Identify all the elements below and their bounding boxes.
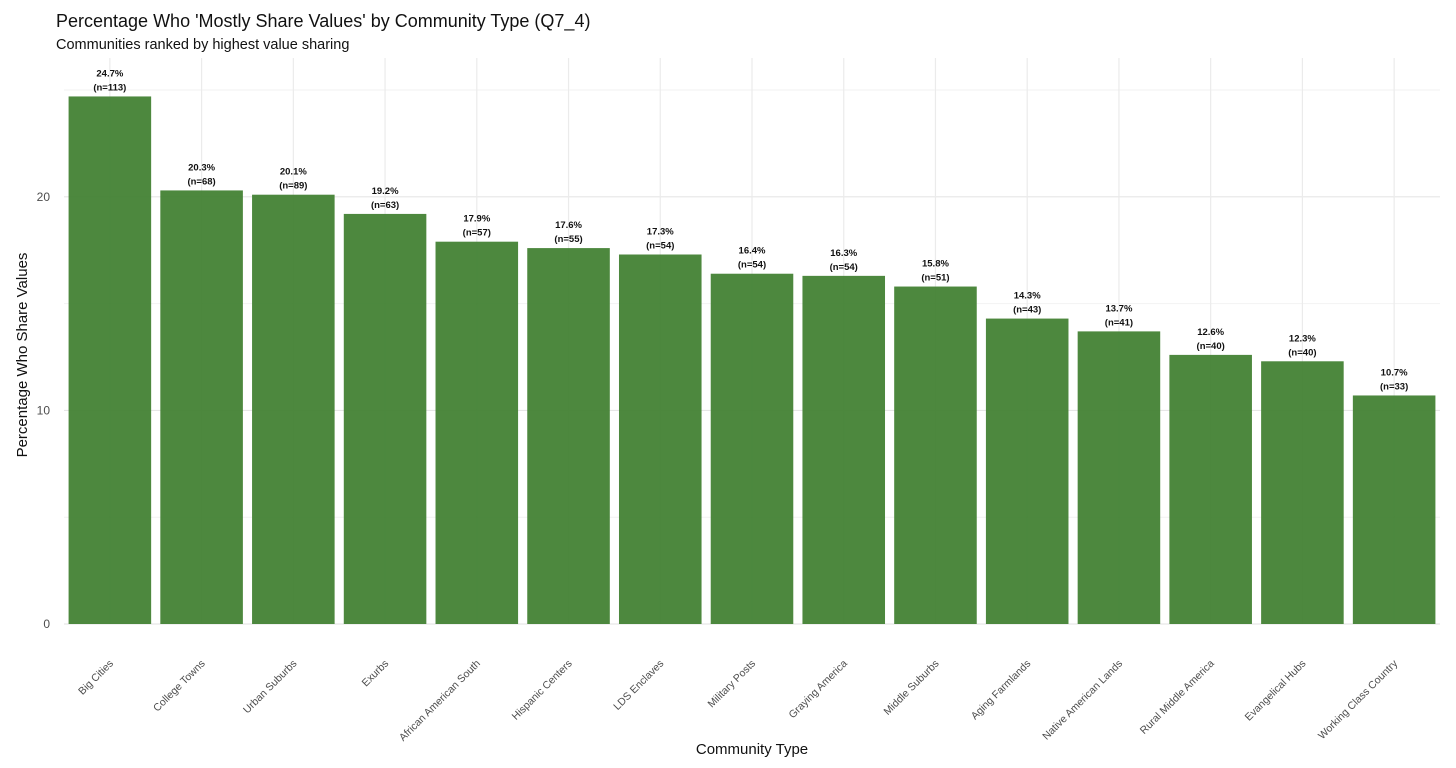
bar-n-label: (n=55) bbox=[554, 234, 582, 245]
x-tick-label: Urban Suburbs bbox=[241, 658, 299, 716]
x-tick-label: Graying America bbox=[786, 658, 849, 721]
bar bbox=[160, 190, 243, 624]
bar-n-label: (n=33) bbox=[1380, 381, 1408, 392]
chart-subtitle: Communities ranked by highest value shar… bbox=[56, 37, 349, 53]
bar-n-label: (n=63) bbox=[371, 200, 399, 211]
bar bbox=[252, 194, 335, 624]
bar-value-label: 14.3% bbox=[1014, 291, 1041, 302]
bar-value-label: 17.3% bbox=[647, 226, 674, 237]
bar-value-label: 20.1% bbox=[280, 167, 307, 178]
x-tick-label: African American South bbox=[397, 658, 483, 744]
bar-value-label: 10.7% bbox=[1381, 367, 1408, 378]
x-tick-label: Exurbs bbox=[360, 658, 392, 690]
bar-value-label: 20.3% bbox=[188, 162, 215, 173]
bar bbox=[894, 286, 977, 624]
bar-value-label: 17.6% bbox=[555, 220, 582, 231]
bar bbox=[343, 213, 427, 624]
x-tick-label: Military Posts bbox=[705, 658, 758, 711]
y-axis-ticks: 0 10 20 bbox=[37, 190, 51, 631]
bar-n-label: (n=41) bbox=[1105, 317, 1133, 328]
x-tick-label: Native American Lands bbox=[1040, 658, 1125, 743]
bar-value-label: 12.3% bbox=[1289, 333, 1316, 344]
y-tick-label: 20 bbox=[37, 190, 51, 204]
x-axis-title: Community Type bbox=[696, 741, 808, 758]
bar bbox=[68, 96, 152, 624]
bar-value-label: 13.7% bbox=[1105, 303, 1132, 314]
data-labels: 24.7% (n=113) 20.3% (n=68) 20.1% (n=89) 19.2% (… bbox=[93, 68, 1408, 392]
y-axis-title: Percentage Who Share Values bbox=[14, 253, 31, 458]
x-tick-label: Middle Suburbs bbox=[882, 658, 942, 718]
bar bbox=[710, 273, 794, 624]
x-tick-label: Rural Middle America bbox=[1138, 658, 1217, 737]
y-tick-label: 0 bbox=[43, 617, 50, 631]
bar-value-label: 15.8% bbox=[922, 259, 949, 270]
bar-n-label: (n=54) bbox=[738, 260, 766, 271]
y-tick-label: 10 bbox=[37, 403, 51, 417]
bar bbox=[1352, 395, 1436, 624]
bar-n-label: (n=40) bbox=[1288, 347, 1316, 358]
x-tick-label: Evangelical Hubs bbox=[1243, 658, 1309, 724]
bar-n-label: (n=57) bbox=[463, 228, 491, 239]
bar-value-label: 19.2% bbox=[372, 186, 399, 197]
x-tick-label: LDS Enclaves bbox=[611, 658, 666, 713]
bar-n-label: (n=89) bbox=[279, 181, 307, 192]
bar bbox=[1169, 354, 1252, 624]
bar-value-label: 17.9% bbox=[463, 214, 490, 225]
bar bbox=[985, 318, 1069, 624]
bars-group bbox=[68, 96, 1436, 624]
bar bbox=[1261, 361, 1344, 624]
bar-n-label: (n=40) bbox=[1197, 341, 1225, 352]
bar bbox=[435, 241, 519, 624]
bar-n-label: (n=68) bbox=[187, 176, 215, 187]
chart-title: Percentage Who 'Mostly Share Values' by … bbox=[56, 11, 590, 32]
bar-value-label: 16.3% bbox=[830, 248, 857, 259]
bar bbox=[802, 275, 886, 624]
x-tick-label: Aging Farmlands bbox=[969, 658, 1034, 723]
x-tick-label: Working Class Country bbox=[1316, 657, 1401, 742]
bar bbox=[527, 248, 610, 624]
x-tick-label: College Towns bbox=[151, 658, 208, 715]
bar-n-label: (n=51) bbox=[921, 273, 949, 284]
bar-n-label: (n=113) bbox=[93, 82, 126, 93]
bar-n-label: (n=54) bbox=[646, 240, 674, 251]
bar bbox=[1077, 331, 1161, 624]
bar-value-label: 16.4% bbox=[739, 246, 766, 257]
x-tick-label: Big Cities bbox=[76, 658, 116, 698]
bar bbox=[618, 254, 702, 624]
bar-value-label: 12.6% bbox=[1197, 327, 1224, 338]
bar-value-label: 24.7% bbox=[96, 68, 123, 79]
x-tick-label: Hispanic Centers bbox=[510, 658, 575, 723]
bar-n-label: (n=54) bbox=[830, 262, 858, 273]
x-axis-ticks: Big Cities College Towns Urban Suburbs Exur… bbox=[76, 657, 1401, 744]
bar-n-label: (n=43) bbox=[1013, 305, 1041, 316]
